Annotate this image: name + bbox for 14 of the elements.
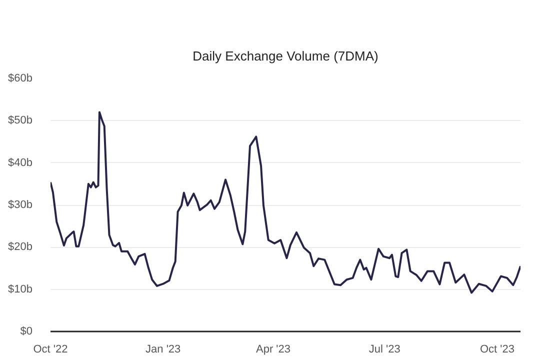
y-tick-label: $40b	[8, 156, 33, 169]
y-tick-label: $60b	[8, 72, 33, 84]
line-series	[50, 111, 520, 294]
x-tick-label: Jan '23	[146, 344, 181, 356]
y-tick-label: $30b	[8, 199, 33, 211]
x-tick-label: Apr '23	[256, 344, 291, 356]
x-tick-label: Oct '22	[33, 344, 68, 356]
y-tick-label: $20b	[8, 241, 33, 254]
x-tick-label: Oct '23	[480, 344, 515, 356]
chart-title: Daily Exchange Volume (7DMA)	[192, 48, 378, 64]
y-tick-label: $10b	[8, 283, 33, 296]
x-tick-label: Jul '23	[368, 344, 400, 356]
y-tick-label: $0	[20, 326, 33, 338]
y-tick-label: $50b	[8, 114, 33, 127]
